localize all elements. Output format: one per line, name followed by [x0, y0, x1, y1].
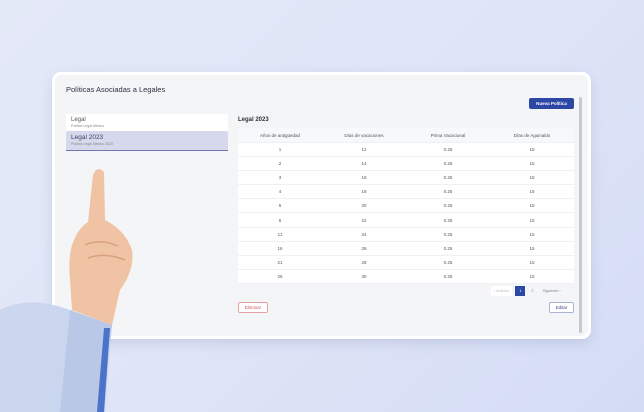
table-cell: 20	[361, 203, 367, 209]
pagination: ‹ Anterior 1 2 Siguiente ›	[491, 286, 564, 296]
table-cell: 0.25	[443, 245, 453, 251]
table-cell: 18	[361, 189, 367, 195]
page-title: Políticas Asociadas a Legales	[66, 85, 166, 94]
column-header[interactable]: Años de antigüedad	[259, 132, 301, 138]
table-row: 6 22 0.25 15	[238, 213, 574, 228]
policy-list: Legal Política Legal México Legal 2023 P…	[66, 114, 228, 151]
table-cell: 1	[278, 147, 282, 153]
page-2-button[interactable]: 2	[531, 289, 534, 293]
policy-name: Legal	[71, 117, 86, 123]
table-row: 16 26 0.25 15	[238, 241, 574, 256]
policy-name: Legal 2023	[71, 134, 104, 141]
table-cell: 15	[529, 231, 535, 237]
table-cell: 12	[361, 147, 367, 153]
policy-subtitle: Política Legal México 2023	[71, 142, 113, 146]
table-cell: 0.25	[443, 175, 453, 181]
table-cell: 15	[529, 175, 535, 181]
table-cell: 3	[278, 175, 282, 181]
table-cell: 15	[529, 147, 535, 153]
policy-item-legal-2023[interactable]: Legal 2023 Política Legal México 2023	[66, 131, 228, 151]
edit-button[interactable]: Editar	[549, 302, 574, 313]
table-cell: 0.25	[443, 217, 453, 223]
table-cell: 30	[361, 273, 367, 279]
new-policy-button[interactable]: Nueva Política	[529, 98, 574, 109]
table-cell: 15	[529, 203, 535, 209]
table-cell: 15	[529, 217, 535, 223]
table-cell: 0.25	[443, 147, 453, 153]
column-header[interactable]: Días de Aguinaldo	[513, 132, 551, 138]
table-cell: 14	[361, 161, 367, 167]
scrollbar[interactable]	[579, 97, 582, 333]
prev-page-button[interactable]: ‹ Anterior	[491, 286, 513, 296]
policy-table: Años de antigüedad Días de vacaciones Pr…	[238, 128, 574, 284]
table-cell: 4	[278, 189, 282, 195]
table-cell: 16	[361, 175, 367, 181]
table-cell: 22	[361, 217, 367, 223]
table-cell: 28	[361, 259, 367, 265]
table-cell: 15	[529, 259, 535, 265]
column-header[interactable]: Prima Vacacional	[430, 132, 466, 138]
table-cell: 5	[278, 203, 282, 209]
table-cell: 0.25	[443, 203, 453, 209]
table-row: 11 24 0.25 15	[238, 227, 574, 242]
table-row: 4 18 0.25 15	[238, 185, 574, 200]
table-cell: 0.25	[443, 161, 453, 167]
table-cell: 2	[278, 161, 282, 167]
table-cell: 0.25	[443, 189, 453, 195]
table-cell: 15	[529, 245, 535, 251]
table-cell: 26	[361, 245, 367, 251]
next-page-button[interactable]: Siguiente ›	[542, 289, 561, 293]
table-row: 2 14 0.25 15	[238, 157, 574, 172]
policies-panel: Políticas Asociadas a Legales Nueva Polí…	[55, 75, 588, 336]
table-cell: 0.25	[443, 273, 453, 279]
policy-subtitle: Política Legal México	[71, 124, 105, 128]
pointing-hand-image	[0, 169, 133, 412]
table-cell: 15	[529, 273, 535, 279]
table-cell: 26	[277, 273, 283, 279]
table-cell: 16	[277, 245, 283, 251]
table-cell: 6	[278, 217, 282, 223]
table-cell: 11	[277, 231, 283, 237]
table-row: 26 30 0.25 15	[238, 269, 574, 284]
policy-item-legal[interactable]: Legal Política Legal México	[66, 114, 228, 131]
table-cell: 0.25	[443, 259, 453, 265]
table-cell: 15	[529, 161, 535, 167]
table-cell: 0.25	[443, 231, 453, 237]
table-row: 1 12 0.25 15	[238, 143, 574, 158]
page-1-button[interactable]: 1	[515, 286, 526, 296]
column-header[interactable]: Días de vacaciones	[344, 132, 384, 138]
table-cell: 24	[361, 231, 367, 237]
table-row: 5 20 0.25 15	[238, 199, 574, 214]
table-header: Años de antigüedad Días de vacaciones Pr…	[238, 128, 574, 143]
detail-title: Legal 2023	[238, 117, 269, 123]
table-cell: 21	[277, 259, 283, 265]
table-row: 3 16 0.25 15	[238, 171, 574, 186]
table-cell: 15	[529, 189, 535, 195]
delete-button[interactable]: Eliminar	[238, 302, 268, 313]
table-row: 21 28 0.25 15	[238, 255, 574, 270]
